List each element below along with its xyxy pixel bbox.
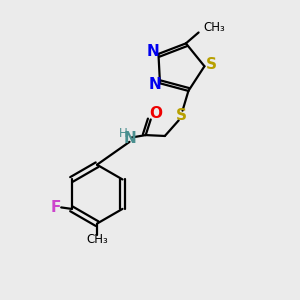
Text: S: S bbox=[206, 57, 216, 72]
Text: CH₃: CH₃ bbox=[86, 233, 108, 246]
Text: CH₃: CH₃ bbox=[204, 21, 225, 34]
Text: H: H bbox=[119, 127, 128, 140]
Text: F: F bbox=[51, 200, 61, 215]
Text: N: N bbox=[123, 131, 136, 146]
Text: S: S bbox=[176, 108, 187, 123]
Text: O: O bbox=[149, 106, 162, 121]
Text: N: N bbox=[148, 77, 161, 92]
Text: N: N bbox=[147, 44, 160, 59]
